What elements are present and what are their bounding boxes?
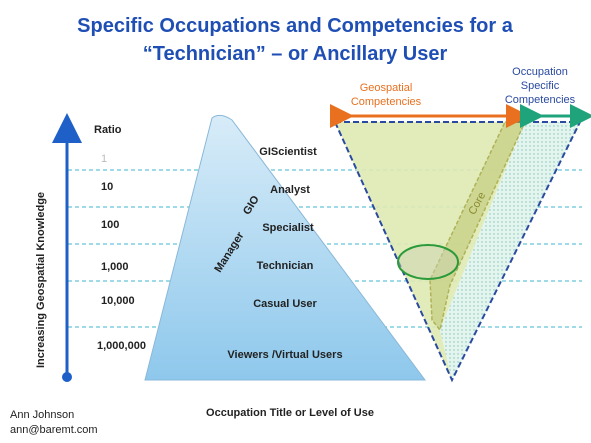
pyramid-level: Viewers /Virtual Users (227, 349, 342, 361)
pyramid-level: Analyst (270, 184, 310, 196)
ratio: 100 (101, 219, 119, 231)
occupation-region (440, 122, 580, 380)
left-axis-label: Increasing Geospatial Knowledge (35, 192, 47, 368)
pyramid (144, 114, 426, 381)
ratio: 10 (101, 181, 113, 193)
pyramid-level: Specialist (262, 222, 314, 234)
ratio: 1 (101, 153, 107, 165)
footer-name: Ann Johnson (10, 409, 74, 421)
pyramid-level: Casual User (253, 298, 317, 310)
axis-dot (62, 372, 72, 382)
ratio: 1,000,000 (97, 340, 146, 352)
pyramid-level: Technician (257, 260, 314, 272)
bottom-axis-label: Occupation Title or Level of Use (206, 407, 374, 419)
ratio: 10,000 (101, 295, 135, 307)
geospatial-label: Geospatial (360, 82, 413, 94)
occupation-label: Occupation (512, 66, 568, 78)
title-line: Specific Occupations and Competencies fo… (77, 15, 514, 37)
footer-email: ann@baremt.com (10, 424, 98, 436)
title-line: “Technician” – or Ancillary User (143, 43, 448, 65)
ratios: 1 10 100 1,000 10,000 1,000,000 (97, 153, 146, 352)
pyramid-level: GIScientist (259, 146, 317, 158)
occupation-label: Competencies (505, 94, 576, 106)
occupation-label: Specific (521, 80, 560, 92)
technician-ellipse (397, 244, 459, 280)
geospatial-label: Competencies (351, 96, 422, 108)
ratio-header: Ratio (94, 124, 122, 136)
ratio: 1,000 (101, 261, 129, 273)
